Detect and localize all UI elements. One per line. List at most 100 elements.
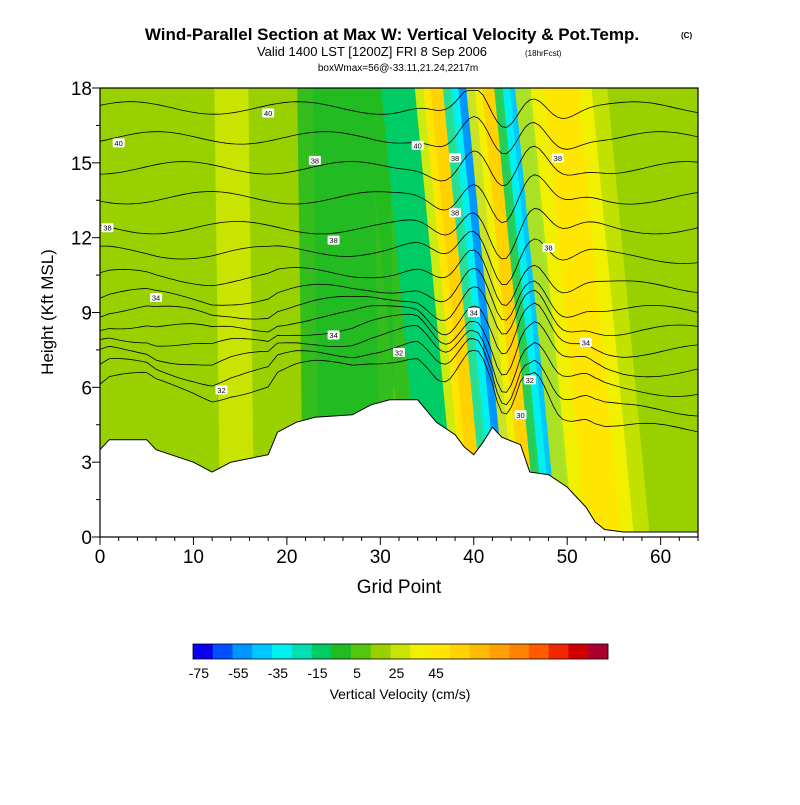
colorbar-swatch — [232, 644, 253, 659]
isentrope-line — [100, 286, 698, 337]
isentrope-line — [100, 249, 698, 306]
isentrope-label-text: 38 — [103, 224, 111, 233]
isentrope-label-text: 40 — [264, 109, 272, 118]
colorbar-swatch — [351, 644, 372, 659]
isentrope-label-text: 38 — [311, 156, 319, 165]
y-axis-label: Height (Kft MSL) — [38, 249, 57, 375]
isentrope-label: 38 — [449, 153, 462, 163]
isentrope-line — [100, 145, 698, 187]
colorbar-swatch — [430, 644, 451, 659]
y-tick-label: 9 — [81, 304, 92, 325]
colorbar-tick-label: 25 — [389, 665, 405, 681]
colorbar-swatch — [489, 644, 510, 659]
x-tick-label: 40 — [463, 547, 484, 568]
colorbar-tick-label: -75 — [189, 665, 209, 681]
colorbar-swatch — [410, 644, 431, 659]
isentrope-label-text: 32 — [395, 348, 403, 357]
isentrope-line — [100, 174, 698, 224]
isentrope-label-text: 34 — [470, 309, 478, 318]
isentrope-label-text: 40 — [414, 141, 422, 150]
forecast-hour: (18hrFcst) — [525, 49, 562, 58]
valid-time: Valid 1400 LST [1200Z] FRI 8 Sep 2006 — [257, 44, 487, 59]
colorbar-swatch — [449, 644, 470, 659]
isentrope-line — [100, 350, 698, 433]
copyright-mark: (C) — [681, 31, 692, 40]
colorbar-swatch — [370, 644, 391, 659]
x-tick-label: 50 — [557, 547, 578, 568]
plot-area: 40 40 40 38 38 38 38 38 38 38 34 34 34 34 32 32 32 30 — [100, 88, 698, 537]
isentrope-line — [100, 313, 698, 378]
colorbar-swatch — [548, 644, 569, 659]
isentrope-labels: 40 40 40 38 38 38 38 38 38 38 34 34 34 34 32 32 32 30 — [101, 108, 592, 420]
x-tick-label: 0 — [95, 547, 106, 568]
isentrope-label-text: 38 — [329, 236, 337, 245]
isentrope-label: 34 — [579, 337, 592, 347]
isentrope-label: 38 — [308, 155, 321, 165]
isentrope-label: 34 — [467, 308, 480, 318]
isentrope-label-text: 34 — [329, 331, 337, 340]
y-tick-label: 6 — [81, 378, 92, 399]
isentrope-label: 32 — [393, 347, 405, 357]
box-max-info: boxWmax=56@-33.11,21.24,2217m — [318, 63, 478, 74]
colorbar-swatch — [272, 644, 293, 659]
x-axis-label: Grid Point — [357, 577, 442, 598]
colorbar-swatch — [509, 644, 530, 659]
x-tick-label: 10 — [183, 547, 204, 568]
isentrope-label-text: 38 — [554, 154, 562, 163]
isentrope-label: 38 — [551, 153, 564, 163]
isentrope-label: 38 — [449, 208, 462, 218]
isentrope-line — [100, 302, 698, 358]
isentrope-line — [100, 325, 698, 397]
isentrope-line — [100, 90, 698, 128]
colorbar-tick-label: -35 — [268, 665, 288, 681]
velocity-band-layer — [214, 88, 255, 537]
isentrope-label: 30 — [514, 410, 527, 420]
isentrope-label: 34 — [327, 330, 340, 340]
colorbar-swatch — [588, 644, 609, 659]
isentrope-label: 38 — [542, 243, 555, 253]
isentrope-label-text: 40 — [115, 139, 123, 148]
velocity-band-updraft-east — [515, 88, 650, 537]
y-tick-label: 0 — [81, 528, 92, 549]
y-tick-label: 12 — [71, 229, 92, 250]
colorbar-tick-label: 5 — [353, 665, 361, 681]
y-tick-label: 3 — [81, 453, 92, 474]
y-tick-label: 18 — [71, 79, 92, 100]
x-tick-label: 30 — [370, 547, 391, 568]
isentrope-label: 40 — [112, 138, 125, 148]
x-axis: 0 10 20 30 40 50 60 — [95, 537, 699, 568]
isentrope-label: 34 — [150, 293, 163, 303]
colorbar-label: Vertical Velocity (cm/s) — [330, 686, 471, 702]
isentrope-line — [100, 338, 698, 417]
isentrope-line — [100, 116, 698, 155]
colorbar-frame — [192, 643, 609, 660]
isentrope-label-text: 32 — [526, 376, 534, 385]
isentrope-label: 40 — [262, 108, 275, 118]
chart-title: Wind-Parallel Section at Max W: Vertical… — [145, 25, 639, 44]
isentrope-label-text: 34 — [152, 294, 160, 303]
colorbar-swatch — [212, 644, 233, 659]
isentrope-label-text: 32 — [217, 386, 225, 395]
colorbar-swatch — [252, 644, 273, 659]
colorbar-swatch — [291, 644, 312, 659]
isentrope-lines — [100, 90, 698, 433]
colorbar-swatch — [193, 644, 214, 659]
colorbar-swatch — [528, 644, 550, 659]
colorbar-swatch — [390, 644, 411, 659]
colorbar-tick-label: -15 — [307, 665, 327, 681]
colorbar: -75 -55 -35 -15 5 25 45 — [189, 643, 609, 681]
colorbar-swatch — [311, 644, 332, 659]
isentrope-label-text: 30 — [516, 411, 524, 420]
colorbar-tick-label: 45 — [428, 665, 444, 681]
y-axis: 0 3 6 9 12 15 18 — [71, 79, 100, 549]
isentrope-line — [100, 267, 698, 321]
isentrope-label-text: 38 — [544, 244, 552, 253]
colorbar-swatch — [568, 644, 589, 659]
x-tick-label: 20 — [276, 547, 297, 568]
isentrope-label: 38 — [327, 235, 340, 245]
isentrope-label-text: 34 — [582, 338, 590, 347]
x-tick-label: 60 — [650, 547, 671, 568]
isentrope-label-text: 38 — [451, 154, 459, 163]
